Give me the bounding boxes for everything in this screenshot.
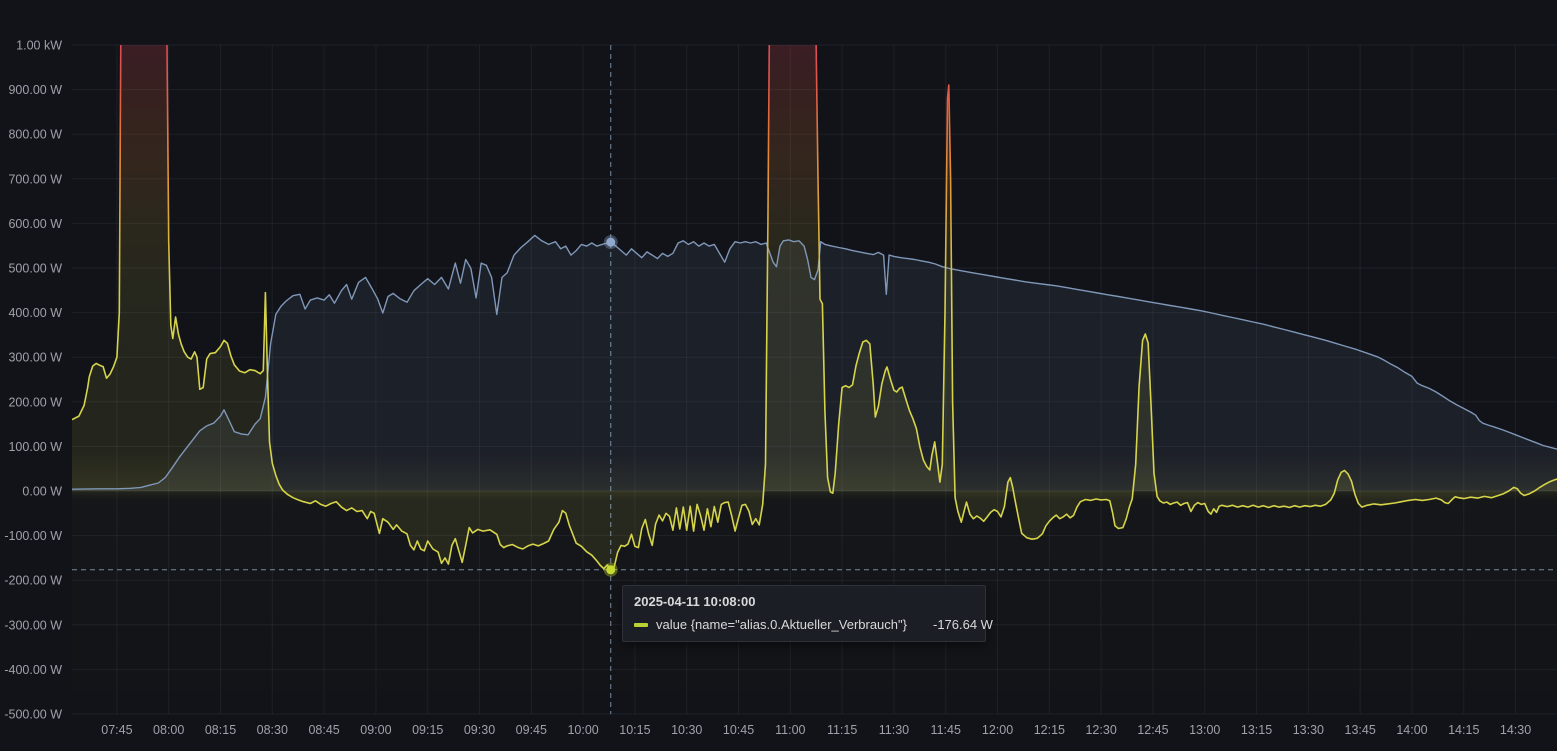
x-axis-tick: 11:45 [931, 723, 961, 737]
chart-tooltip: 2025-04-11 10:08:00 value {name="alias.0… [622, 585, 993, 642]
y-axis-tick: -300.00 W [4, 618, 62, 632]
crosshair [72, 45, 1557, 714]
yellow-series-hover-point [606, 565, 616, 575]
tooltip-series-value: -176.64 W [932, 617, 993, 632]
x-axis-tick: 11:15 [827, 723, 857, 737]
x-axis-tick: 10:30 [671, 723, 702, 737]
y-axis-tick: -400.00 W [4, 663, 62, 677]
x-axis-tick: 13:45 [1345, 723, 1376, 737]
x-axis-tick: 08:30 [257, 723, 288, 737]
y-axis-tick: -200.00 W [4, 574, 62, 588]
x-axis-tick: 12:30 [1085, 723, 1116, 737]
y-axis-tick: 1.00 kW [16, 39, 62, 53]
axis-labels: 1.00 kW 900.00 W 800.00 W 700.00 W 600.00 W 5… [4, 39, 1531, 738]
x-axis-tick: 13:00 [1189, 723, 1220, 737]
blue-series-line [72, 234, 1557, 490]
y-axis-tick: 400.00 W [8, 306, 62, 320]
yellow-series-area [72, 45, 1557, 570]
x-axis-tick: 13:15 [1241, 723, 1272, 737]
x-axis-tick: 10:15 [619, 723, 650, 737]
y-axis-tick: 700.00 W [8, 172, 62, 186]
x-axis-tick: 09:45 [516, 723, 547, 737]
series-color-swatch [634, 622, 648, 627]
y-axis-tick: 500.00 W [8, 262, 62, 276]
x-axis-tick: 12:00 [982, 723, 1013, 737]
x-axis-tick: 14:15 [1448, 723, 1479, 737]
y-axis-tick: -100.00 W [4, 529, 62, 543]
x-axis-tick: 14:00 [1396, 723, 1427, 737]
y-axis-tick: 800.00 W [8, 128, 62, 142]
yellow-series-line [72, 45, 1557, 571]
x-axis-tick: 11:30 [879, 723, 909, 737]
tooltip-timestamp: 2025-04-11 10:08:00 [634, 594, 756, 609]
y-axis-tick: 200.00 W [8, 395, 62, 409]
tooltip-series-row: value {name="alias.0.Aktueller_Verbrauch… [634, 617, 993, 632]
x-axis-tick: 08:00 [153, 723, 184, 737]
y-axis-tick: 900.00 W [8, 83, 62, 97]
x-axis-tick: 09:15 [412, 723, 443, 737]
x-axis-tick: 08:15 [205, 723, 236, 737]
y-axis-tick: -500.00 W [4, 708, 62, 722]
blue-series-hover-point [606, 237, 616, 247]
x-axis-tick: 10:00 [567, 723, 598, 737]
x-axis-tick: 09:30 [464, 723, 495, 737]
tooltip-series-label: value {name="alias.0.Aktueller_Verbrauch… [656, 617, 907, 632]
x-axis-tick: 10:45 [723, 723, 754, 737]
x-axis-tick: 13:30 [1293, 723, 1324, 737]
y-axis-tick: 0.00 W [22, 485, 62, 499]
x-axis-tick: 08:45 [308, 723, 339, 737]
x-axis-tick: 14:30 [1500, 723, 1531, 737]
x-axis-tick: 12:45 [1137, 723, 1168, 737]
y-axis-tick: 600.00 W [8, 217, 62, 231]
y-axis-tick: 100.00 W [8, 440, 62, 454]
y-axis-tick: 300.00 W [8, 351, 62, 365]
x-axis-tick: 07:45 [101, 723, 132, 737]
x-axis-tick: 09:00 [360, 723, 391, 737]
x-axis-tick: 12:15 [1034, 723, 1065, 737]
x-axis-tick: 11:00 [775, 723, 805, 737]
